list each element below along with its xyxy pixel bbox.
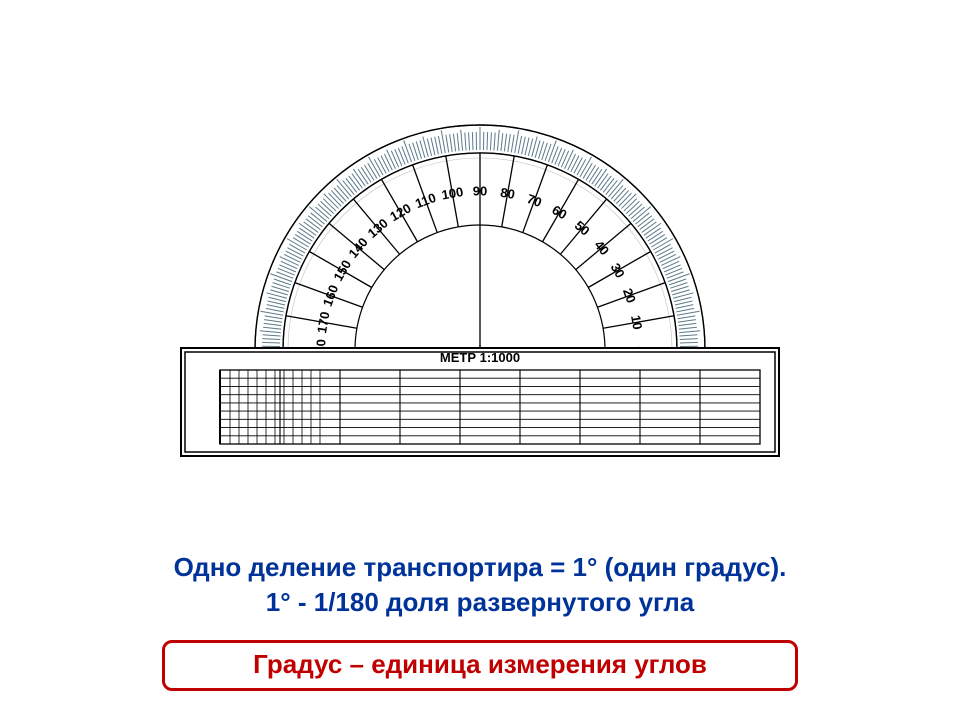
- svg-text:90: 90: [473, 183, 487, 198]
- definition-box: Градус – единица измерения углов: [162, 640, 798, 691]
- svg-text:10: 10: [628, 314, 645, 331]
- slide: 0102030405060708090100110120130140150160…: [0, 0, 960, 720]
- caption-line-2: 1° - 1/180 доля развернутого угла: [266, 587, 694, 617]
- svg-text:140: 140: [345, 235, 370, 261]
- caption-text: Одно деление транспортира = 1° (один гра…: [0, 550, 960, 620]
- svg-text:130: 130: [365, 215, 391, 240]
- svg-text:20: 20: [620, 286, 639, 305]
- svg-text:170: 170: [314, 310, 333, 334]
- svg-text:150: 150: [330, 257, 354, 283]
- svg-text:60: 60: [550, 202, 570, 222]
- svg-text:30: 30: [608, 260, 628, 280]
- caption-line-1: Одно деление транспортира = 1° (один гра…: [174, 552, 787, 582]
- svg-text:100: 100: [440, 184, 464, 203]
- svg-text:110: 110: [413, 190, 438, 211]
- svg-text:50: 50: [572, 218, 593, 239]
- svg-text:70: 70: [525, 191, 544, 210]
- svg-text:40: 40: [591, 237, 612, 258]
- svg-text:160: 160: [320, 283, 342, 309]
- svg-text:120: 120: [387, 200, 413, 224]
- svg-text:80: 80: [499, 185, 516, 202]
- protractor-diagram: 0102030405060708090100110120130140150160…: [160, 60, 800, 520]
- svg-text:МЕТР 1:1000: МЕТР 1:1000: [440, 350, 520, 365]
- definition-text: Градус – единица измерения углов: [253, 649, 707, 679]
